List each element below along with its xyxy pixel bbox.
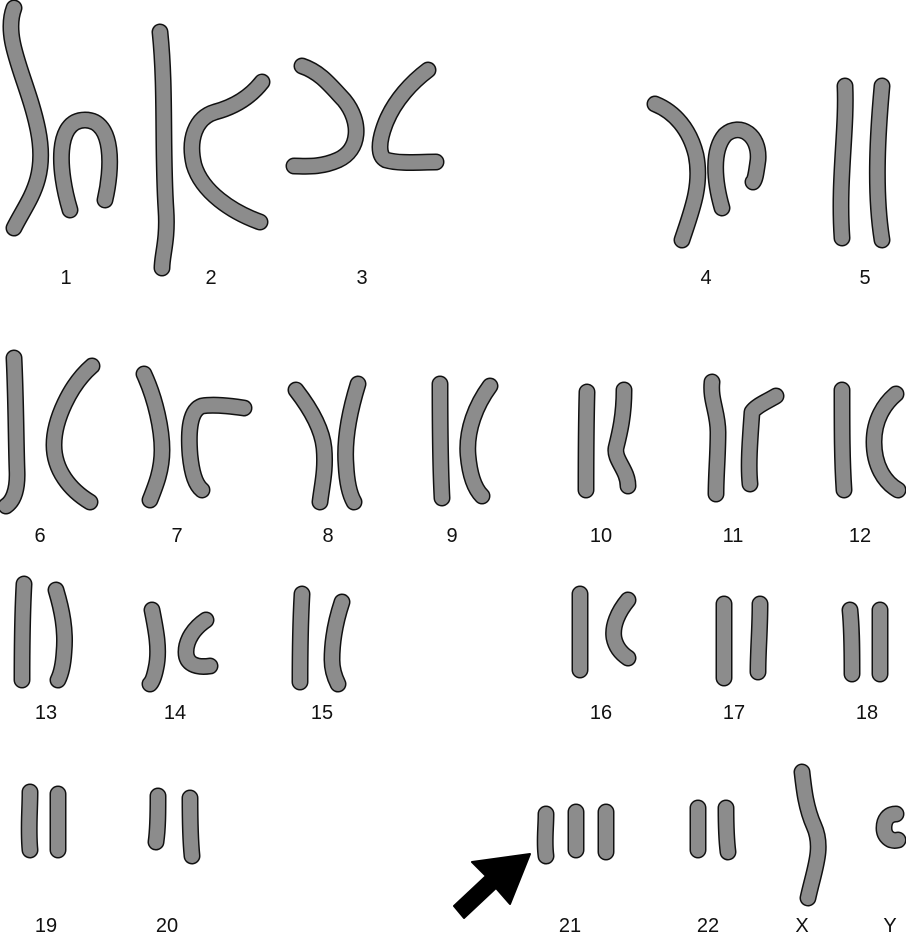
chromosome-21a [538, 807, 553, 863]
chromosome-12a [835, 383, 851, 497]
chromosome-pair-9 [431, 375, 499, 507]
chromosome-4b [708, 123, 766, 215]
chromosome-6a [0, 351, 25, 513]
chromosome-pair-11 [703, 373, 785, 503]
chromosome-6b [47, 359, 99, 509]
label-pair-10: 10 [589, 525, 613, 547]
chromosome-1a [3, 1, 48, 235]
chromosome-4a [648, 97, 705, 247]
chromosome-10b [608, 383, 635, 493]
chromosome-x-shape [795, 765, 826, 905]
chromosome-20a [149, 789, 165, 849]
chromosome-pair-6 [0, 349, 101, 515]
chromosome-pair-10 [577, 381, 637, 499]
chromosome-x [793, 763, 827, 907]
chromosome-pair-13 [13, 575, 73, 689]
chromosome-17b [751, 597, 767, 679]
chromosome-1b [54, 113, 117, 217]
label-pair-14: 14 [163, 702, 187, 724]
chromosome-11a [704, 375, 725, 501]
chromosome-8a [289, 383, 332, 509]
chromosome-pair-12 [833, 381, 906, 499]
chromosome-y [875, 805, 906, 849]
chromosome-16b [606, 593, 635, 665]
label-pair-7: 7 [171, 525, 183, 547]
chromosome-15b [325, 595, 349, 691]
chromosome-pair-20 [147, 787, 201, 865]
chromosome-10a [579, 385, 594, 497]
chromosome-22b [719, 801, 735, 859]
chromosome-20b [183, 791, 199, 863]
label-pair-12: 12 [848, 525, 872, 547]
chromosome-14b [179, 613, 217, 674]
chromosome-pair-4 [646, 95, 767, 249]
label-pair-x: X [795, 915, 809, 937]
chromosome-5b [870, 79, 889, 247]
chromosome-pair-5 [832, 77, 891, 249]
chromosome-2b [184, 75, 269, 229]
label-pair-y: Y [883, 915, 897, 937]
label-pair-11: 11 [722, 525, 744, 547]
chromosome-2a [153, 25, 174, 275]
chromosome-3b [373, 63, 443, 170]
chromosome-pair-16 [571, 585, 637, 679]
label-pair-2: 2 [205, 267, 217, 289]
chromosome-pair-8 [287, 375, 367, 511]
chromosome-pair-22 [689, 799, 737, 861]
arrow-icon [453, 853, 531, 919]
chromosome-pair-17 [715, 595, 769, 687]
chromosome-18a [843, 603, 859, 681]
label-pair-20: 20 [155, 915, 179, 937]
label-pair-3: 3 [356, 267, 368, 289]
chromosome-pair-7 [135, 365, 253, 509]
chromosome-pair-14 [141, 601, 219, 693]
chromosome-9a [433, 377, 449, 505]
label-pair-5: 5 [859, 267, 871, 289]
label-pair-22: 22 [696, 915, 720, 937]
label-pair-8: 8 [322, 525, 334, 547]
chromosome-13a [15, 577, 31, 687]
chromosome-pair-18 [841, 601, 889, 683]
label-pair-19: 19 [34, 915, 58, 937]
chromosome-7b [182, 398, 251, 497]
chromosome-y-shape [877, 807, 905, 848]
label-pair-6: 6 [34, 525, 46, 547]
label-pair-18: 18 [855, 702, 879, 724]
chromosome-8b [338, 377, 365, 509]
chromosome-12b [867, 387, 905, 497]
chromosome-pair-3 [285, 57, 445, 175]
chromosome-pair-2 [151, 23, 271, 277]
chromosome-19a [22, 785, 37, 857]
label-pair-17: 17 [722, 702, 746, 724]
label-pair-13: 13 [34, 702, 58, 724]
chromosome-pair-19 [20, 783, 67, 859]
label-pair-4: 4 [700, 267, 712, 289]
chromosome-5a [833, 79, 853, 245]
label-pair-21: 21 [558, 915, 582, 937]
label-pair-1: 1 [60, 267, 72, 289]
chromosome-14a [143, 603, 165, 691]
chromosome-7a [137, 367, 169, 507]
chromosome-15a [293, 587, 309, 689]
chromosome-pair-1 [2, 0, 119, 237]
label-pair-16: 16 [589, 702, 613, 724]
chromosome-3a [287, 59, 364, 174]
label-pair-9: 9 [446, 525, 458, 547]
chromosome-13b [49, 583, 72, 687]
chromosome-set-21 [536, 803, 615, 865]
chromosome-pair-15 [291, 585, 351, 693]
label-pair-15: 15 [310, 702, 334, 724]
chromosome-11b [742, 389, 783, 491]
chromosome-9b [460, 379, 497, 503]
